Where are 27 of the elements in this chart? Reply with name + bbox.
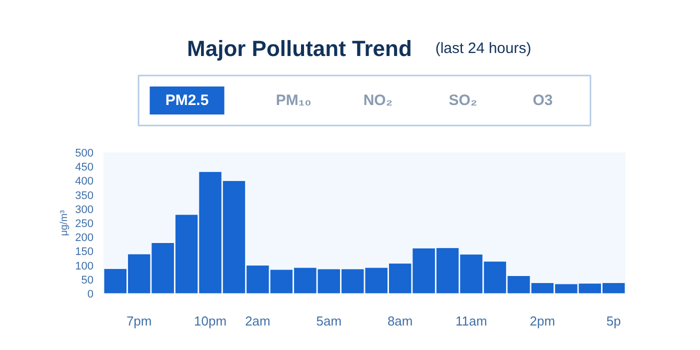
y-tick-label: 150 xyxy=(75,246,94,258)
text: O3 xyxy=(532,92,553,109)
text: PM₁₀ xyxy=(276,92,312,109)
y-axis-title: μg/m³ xyxy=(59,209,70,236)
text: SO₂ xyxy=(448,92,478,109)
x-tick-label: 5p xyxy=(606,314,621,328)
x-tick-label: 2am xyxy=(245,314,270,328)
x-tick-label: 2pm xyxy=(530,314,556,328)
y-tick-label: 200 xyxy=(75,232,94,244)
y-tick-label: 100 xyxy=(75,260,94,272)
x-tick-label: 11am xyxy=(455,314,488,328)
text: NO₂ xyxy=(363,92,393,109)
y-tick-label: 400 xyxy=(75,176,94,188)
y-tick-label: 350 xyxy=(75,190,94,202)
y-tick-label: 250 xyxy=(75,218,94,230)
x-tick-label: 5am xyxy=(316,314,342,328)
y-tick-label: 50 xyxy=(81,274,94,286)
text: PM2.5 xyxy=(165,92,209,109)
y-tick-label: 300 xyxy=(75,204,94,216)
x-tick-label: 10pm xyxy=(194,314,227,328)
x-tick-label: 7pm xyxy=(126,314,152,328)
chart-title: Major Pollutant Trend xyxy=(187,36,412,61)
y-tick-label: 0 xyxy=(87,288,94,300)
x-tick-label: 8am xyxy=(387,314,413,328)
y-tick-label: 500 xyxy=(75,148,94,160)
y-tick-label: 450 xyxy=(75,162,94,174)
chart-subtitle: (last 24 hours) xyxy=(435,40,532,57)
